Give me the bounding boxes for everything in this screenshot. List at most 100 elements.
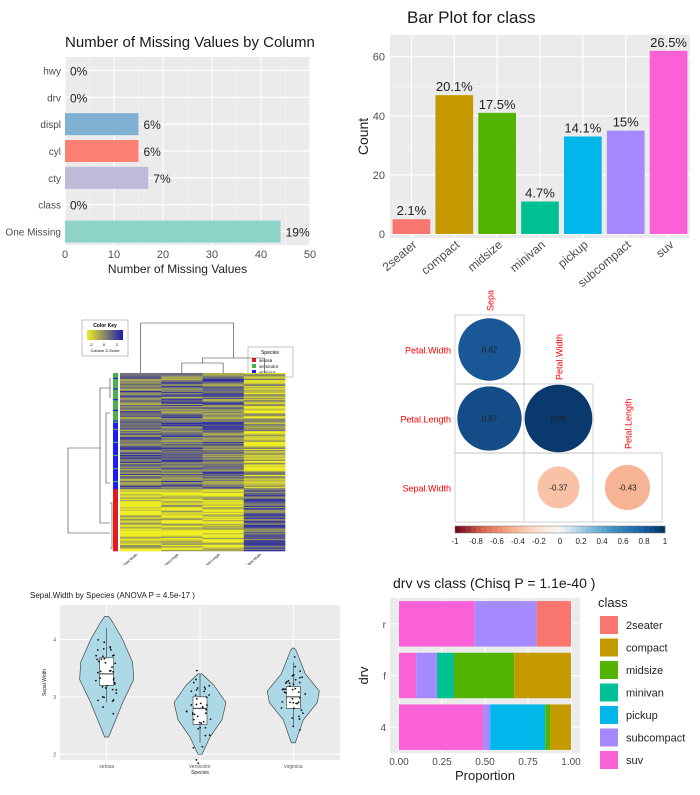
row-side-color bbox=[113, 540, 118, 542]
data-point bbox=[101, 696, 104, 698]
heatmap-cell bbox=[202, 421, 245, 424]
correlogram-grid bbox=[454, 314, 663, 523]
heatmap-cell bbox=[243, 496, 286, 498]
row-side-color bbox=[113, 471, 118, 473]
y-tick-label: drv bbox=[47, 93, 61, 104]
heatmap-cell bbox=[161, 452, 203, 454]
heatmap-cell bbox=[161, 484, 203, 487]
row-side-color bbox=[113, 504, 118, 507]
row-dendrogram bbox=[67, 378, 113, 549]
column-label: Sepa bbox=[486, 290, 496, 311]
data-point bbox=[111, 666, 113, 668]
row-side-color bbox=[113, 472, 118, 475]
dendrogram-branch bbox=[67, 378, 113, 549]
heatmap-cell bbox=[161, 537, 203, 540]
data-point bbox=[112, 677, 115, 680]
heatmap-cell bbox=[202, 526, 245, 528]
heatmap-cell bbox=[243, 543, 286, 546]
heatmap-cell bbox=[120, 498, 162, 501]
legend-label: minivan bbox=[626, 688, 664, 700]
heatmap-cell bbox=[243, 450, 286, 452]
row-side-color bbox=[113, 486, 118, 489]
legend-label: 2seater bbox=[626, 620, 663, 632]
heatmap-cell bbox=[202, 480, 245, 483]
data-point bbox=[203, 686, 206, 689]
heatmap-cell bbox=[243, 547, 286, 549]
row-side-color bbox=[113, 541, 118, 543]
data-point bbox=[293, 656, 296, 658]
heatmap-cell bbox=[202, 388, 245, 390]
heatmap-cell bbox=[120, 377, 162, 380]
data-point bbox=[205, 708, 207, 711]
colorbar-segment bbox=[518, 526, 524, 533]
chart-title: drv vs class (Chisq P = 1.1e-40 ) bbox=[393, 575, 596, 591]
x-tick-label: 2seater bbox=[380, 238, 420, 274]
bar-segment bbox=[514, 652, 571, 699]
x-axis-label: Species bbox=[191, 770, 209, 776]
colorbar-segment bbox=[539, 526, 545, 533]
heatmap-cell bbox=[161, 380, 203, 382]
data-point bbox=[205, 696, 208, 698]
heatmap-cell bbox=[243, 418, 286, 420]
y-axis-label: drv bbox=[356, 666, 371, 685]
data-point bbox=[109, 646, 112, 649]
colorbar-tick: 0.2 bbox=[575, 537, 587, 546]
heatmap-cell bbox=[120, 453, 162, 456]
colorbar-segment bbox=[497, 526, 503, 533]
row-side-color bbox=[113, 535, 118, 538]
heatmap-cell bbox=[161, 478, 203, 481]
heatmap-cell bbox=[202, 472, 245, 475]
colorbar-segment bbox=[544, 526, 550, 533]
heatmap-cell bbox=[120, 412, 162, 414]
row-side-color bbox=[113, 489, 118, 491]
data-point bbox=[190, 690, 193, 693]
heatmap-cell bbox=[202, 435, 245, 438]
heatmap-cell bbox=[202, 374, 245, 376]
heatmap-cell bbox=[243, 380, 286, 382]
heatmap-cell bbox=[161, 427, 203, 430]
heatmap-cell bbox=[202, 527, 245, 529]
heatmap-cell bbox=[120, 402, 162, 405]
heatmap-cell bbox=[161, 410, 203, 413]
row-side-color bbox=[113, 513, 118, 515]
legend-swatch bbox=[600, 706, 618, 724]
heatmap-cell bbox=[120, 483, 162, 485]
heatmap-cell bbox=[202, 447, 245, 450]
heatmap-cell bbox=[120, 521, 162, 523]
heatmap-cell bbox=[161, 486, 203, 489]
bar bbox=[65, 220, 281, 243]
heatmap-cell bbox=[161, 536, 203, 539]
colorbar-segment bbox=[638, 526, 645, 533]
heatmap-cell bbox=[202, 528, 245, 530]
heatmap-cell bbox=[161, 382, 203, 384]
heatmap-cell bbox=[202, 422, 245, 425]
heatmap-cell bbox=[202, 399, 245, 401]
correlation-plot: 0.82 0.87 0.96 -0.37 -0.43 Petal.Width Petal.L… bbox=[380, 285, 690, 560]
violin-svg: 2 3 4 setosa versicolor virginica Species Sepal… bbox=[42, 605, 340, 776]
row-side-color bbox=[113, 393, 118, 395]
heatmap-cell bbox=[202, 465, 245, 468]
heatmap-cell bbox=[120, 530, 162, 533]
heatmap-cell bbox=[202, 501, 245, 503]
heatmap-cell bbox=[202, 403, 245, 406]
heatmap-cell bbox=[202, 514, 245, 516]
row-side-color bbox=[113, 386, 118, 388]
x-tick-label: 0.00 bbox=[389, 757, 409, 768]
data-point bbox=[195, 678, 197, 681]
heatmap-cell bbox=[120, 403, 162, 406]
heatmap-cell bbox=[120, 459, 162, 462]
data-point bbox=[96, 658, 99, 661]
row-side-color bbox=[113, 483, 118, 485]
heatmap-cell bbox=[120, 540, 162, 542]
heatmap-cell bbox=[243, 421, 286, 424]
heatmap-cell bbox=[243, 504, 286, 507]
heatmap-cell bbox=[161, 465, 203, 468]
x-tick-label: pickup bbox=[555, 237, 591, 270]
heatmap-cell bbox=[161, 426, 203, 428]
row-side-color bbox=[113, 508, 118, 510]
row-side-color bbox=[113, 524, 118, 527]
heatmap-cell bbox=[120, 536, 162, 539]
colorbar-tick: -0.8 bbox=[469, 537, 483, 546]
row-side-color bbox=[113, 457, 118, 459]
